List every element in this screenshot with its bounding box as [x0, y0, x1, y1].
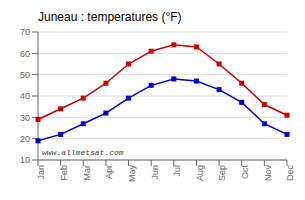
svg-text:Aug: Aug	[195, 165, 205, 181]
svg-text:Dec: Dec	[285, 165, 295, 182]
svg-text:Jan: Jan	[36, 165, 46, 180]
svg-text:20: 20	[20, 134, 30, 144]
svg-text:10: 10	[20, 155, 30, 165]
svg-text:60: 60	[20, 49, 30, 59]
svg-text:Jul: Jul	[172, 165, 182, 177]
svg-text:Apr: Apr	[104, 165, 114, 179]
html-text:www.allmetsat.com: www.allmetsat.com	[42, 148, 124, 157]
svg-text:Jun: Jun	[150, 165, 160, 180]
svg-text:50: 50	[20, 70, 30, 80]
svg-text:Oct: Oct	[240, 165, 250, 180]
svg-text:Feb: Feb	[59, 165, 69, 181]
svg-text:May: May	[127, 165, 137, 183]
svg-text:Nov: Nov	[263, 165, 273, 182]
svg-text:30: 30	[20, 113, 30, 123]
svg-text:40: 40	[20, 91, 30, 101]
svg-text:70: 70	[20, 27, 30, 37]
html-text:Juneau : temperatures (°F): Juneau : temperatures (°F)	[38, 10, 182, 24]
svg-text:Sep: Sep	[217, 165, 227, 181]
svg-text:Mar: Mar	[82, 165, 92, 181]
